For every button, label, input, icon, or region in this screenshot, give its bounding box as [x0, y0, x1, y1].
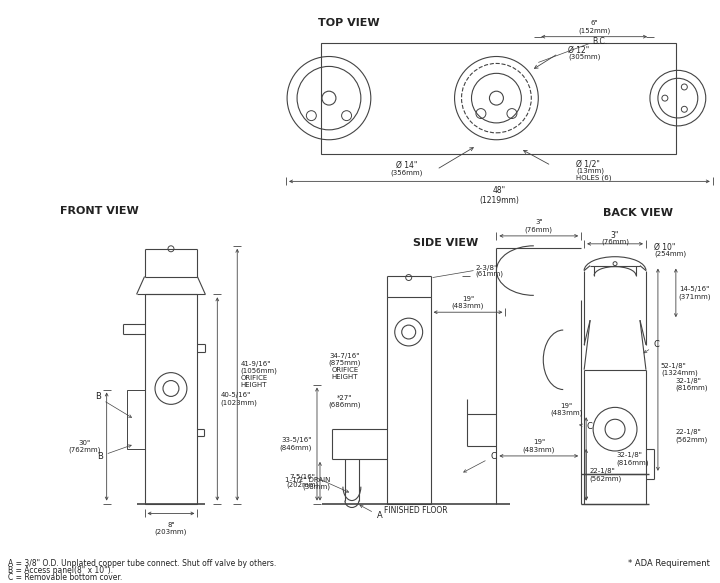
Text: 48"
(1219mm): 48" (1219mm): [480, 185, 519, 205]
Text: 6"
(152mm): 6" (152mm): [578, 20, 611, 33]
Text: (356mm): (356mm): [390, 169, 423, 175]
Bar: [127, 389, 145, 449]
Text: 8"
(203mm): 8" (203mm): [155, 522, 187, 535]
Text: A: A: [360, 505, 382, 521]
Text: FRONT VIEW: FRONT VIEW: [60, 206, 139, 216]
Text: 19"
(483mm): 19" (483mm): [523, 439, 555, 453]
Text: 40-5/16"
(1023mm): 40-5/16" (1023mm): [220, 392, 257, 406]
Bar: [387, 297, 431, 504]
Text: 32-1/8"
(816mm): 32-1/8" (816mm): [676, 378, 708, 391]
Text: (305mm): (305mm): [568, 53, 600, 59]
Text: (13mm): (13mm): [576, 167, 604, 174]
Bar: [321, 43, 676, 154]
Text: 34-7/16"
(875mm)
ORIFICE
HEIGHT: 34-7/16" (875mm) ORIFICE HEIGHT: [329, 353, 361, 381]
Text: 52-1/8"
(1324mm): 52-1/8" (1324mm): [661, 363, 698, 377]
Text: 2-3/8": 2-3/8": [475, 265, 498, 271]
Text: 33-5/16"
(846mm): 33-5/16" (846mm): [279, 437, 312, 451]
Text: 41-9/16"
(1056mm)
ORIFICE
HEIGHT: 41-9/16" (1056mm) ORIFICE HEIGHT: [240, 361, 277, 388]
Bar: [584, 474, 646, 504]
Text: (254mm): (254mm): [654, 251, 686, 257]
Text: Ø 10": Ø 10": [654, 243, 675, 252]
Text: B.C.: B.C.: [592, 37, 607, 46]
Text: Ø 12": Ø 12": [568, 46, 590, 55]
Text: C = Removable bottom cover.: C = Removable bottom cover.: [8, 573, 122, 582]
Text: (76mm): (76mm): [601, 238, 629, 245]
Text: BACK VIEW: BACK VIEW: [603, 208, 673, 218]
Text: 1-1/2" DRAIN
(38mm): 1-1/2" DRAIN (38mm): [284, 477, 330, 490]
Text: 19"
(483mm): 19" (483mm): [452, 296, 485, 309]
Text: 14-5/16"
(371mm): 14-5/16" (371mm): [679, 286, 711, 300]
Text: 3"
(76mm): 3" (76mm): [525, 219, 553, 233]
Text: 32-1/8"
(816mm): 32-1/8" (816mm): [616, 452, 649, 466]
Text: C: C: [644, 340, 660, 353]
Text: *27"
(686mm): *27" (686mm): [328, 395, 361, 408]
Text: Ø 1/2": Ø 1/2": [576, 159, 600, 168]
Text: HOLES (6): HOLES (6): [576, 174, 612, 181]
Text: 22-1/8"
(562mm): 22-1/8" (562mm): [589, 468, 621, 482]
Text: 7-5/16"
(202mm): 7-5/16" (202mm): [286, 475, 318, 488]
Text: 19"
(483mm): 19" (483mm): [550, 403, 582, 416]
Text: B: B: [96, 445, 131, 461]
Text: C: C: [580, 422, 592, 431]
Text: B: B: [95, 392, 132, 417]
Text: 3": 3": [611, 231, 619, 240]
Text: 22-1/8"
(562mm): 22-1/8" (562mm): [676, 429, 708, 443]
Text: SIDE VIEW: SIDE VIEW: [413, 238, 478, 248]
Text: FINISHED FLOOR: FINISHED FLOOR: [384, 506, 448, 515]
Bar: [145, 294, 197, 504]
Text: 30"
(762mm): 30" (762mm): [68, 440, 101, 453]
Text: (61mm): (61mm): [475, 271, 503, 277]
Text: * ADA Requirement: * ADA Requirement: [628, 559, 710, 568]
Text: A = 3/8" O.D. Unplated copper tube connect. Shut off valve by others.: A = 3/8" O.D. Unplated copper tube conne…: [8, 559, 276, 568]
Text: C: C: [464, 452, 496, 472]
Text: Ø 14": Ø 14": [396, 161, 418, 170]
Text: TOP VIEW: TOP VIEW: [318, 18, 379, 28]
Text: B = Access panel(8" x 10").: B = Access panel(8" x 10").: [8, 566, 113, 575]
